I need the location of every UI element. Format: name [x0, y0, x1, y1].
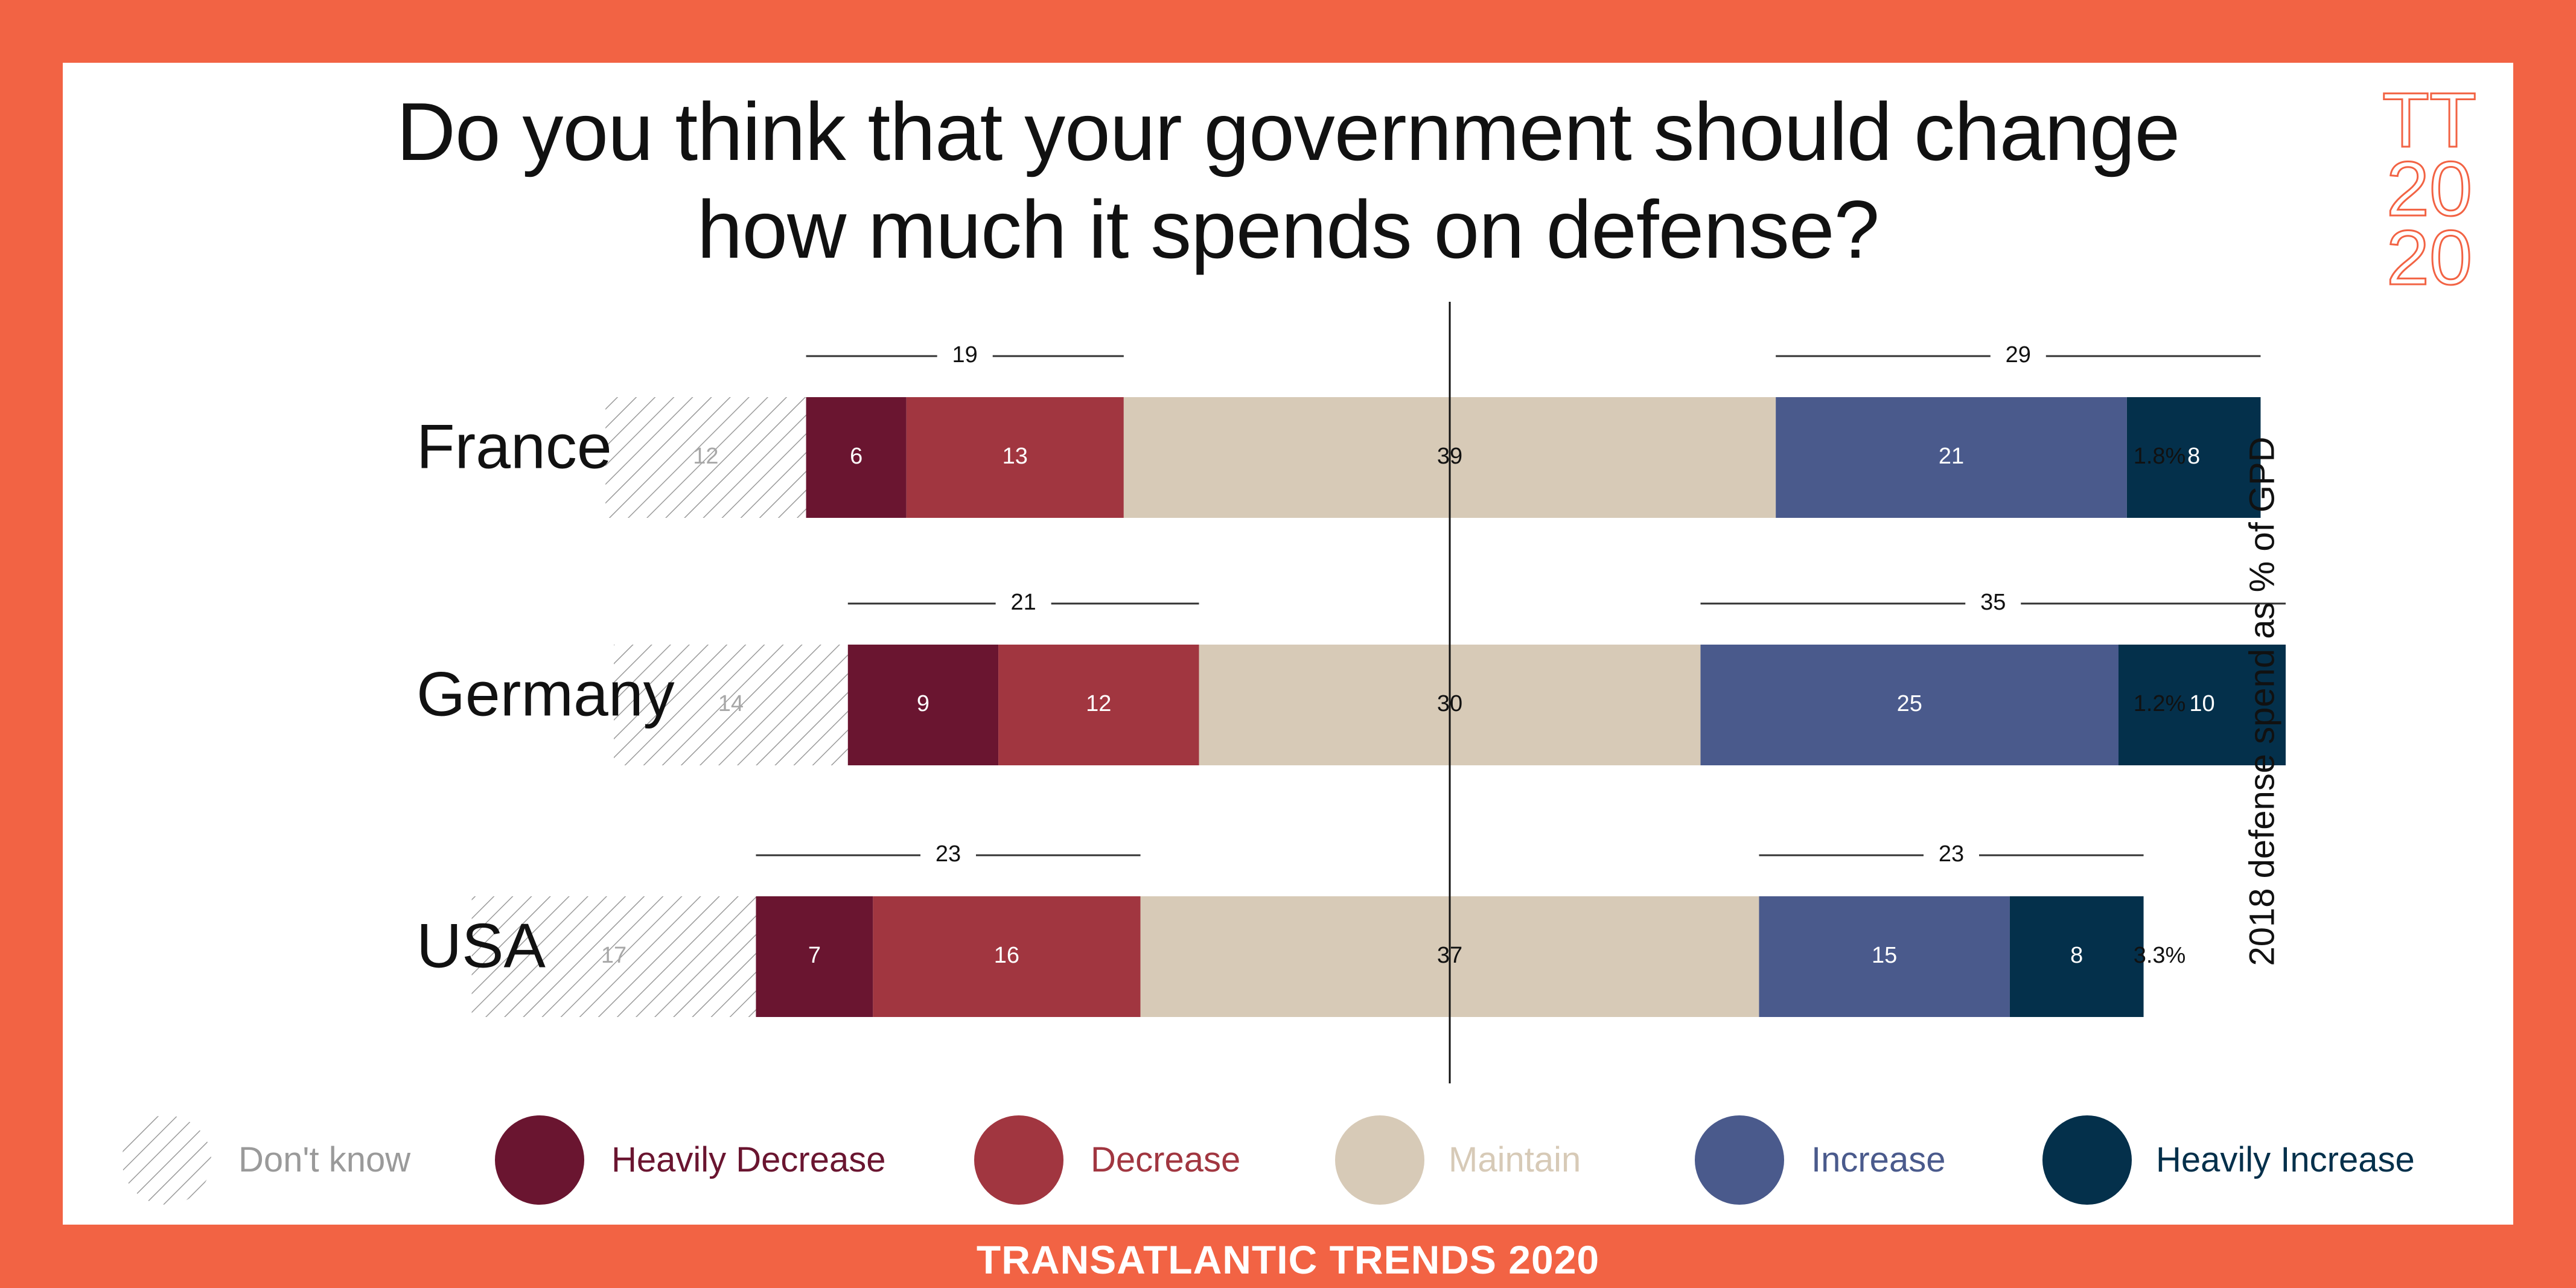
data-label-heavily_increase-usa: 8	[2070, 943, 2083, 968]
legend-swatch-circle	[1695, 1115, 1784, 1205]
data-label-decrease-france: 13	[1003, 444, 1028, 469]
legend-swatch-circle	[1335, 1115, 1424, 1205]
data-label-decrease-usa: 16	[994, 943, 1019, 968]
bar-segment-decrease-usa	[873, 896, 1141, 1017]
chart-title-line-2: how much it spends on defense?	[697, 183, 1879, 275]
bar-segment-increase-usa	[1759, 896, 2010, 1017]
chart-panel	[63, 63, 2513, 1225]
decrease-total-usa: 23	[936, 841, 961, 867]
legend-swatch-maintain	[1335, 1115, 1424, 1205]
chart-title-line-1: Do you think that your government should…	[396, 86, 2180, 177]
data-label-heavily_decrease-germany: 9	[917, 691, 929, 716]
bar-segment-heavily_decrease-usa	[756, 896, 873, 1017]
legend-label-dont-know: Don't know	[238, 1140, 411, 1179]
data-label-heavily_decrease-france: 6	[850, 444, 862, 469]
defense-spend-usa: 3.3%	[2134, 943, 2186, 968]
data-label-dont_know-germany: 14	[718, 691, 744, 716]
data-label-heavily_increase-germany: 10	[2189, 691, 2214, 716]
legend-swatch-circle	[122, 1115, 211, 1205]
decrease-total-france: 19	[952, 342, 978, 368]
bar-segment-heavily_increase-germany	[2119, 645, 2286, 765]
legend-label-heavily-increase: Heavily Increase	[2156, 1140, 2415, 1179]
data-label-increase-france: 21	[1939, 444, 1964, 469]
category-label-france: France	[416, 412, 612, 482]
increase-total-germany: 35	[1980, 590, 2006, 615]
legend-swatch-circle	[495, 1115, 584, 1205]
data-label-heavily_increase-france: 8	[2187, 444, 2200, 469]
legend-label-maintain: Maintain	[1449, 1140, 1581, 1179]
legend-swatch-circle	[2042, 1115, 2132, 1205]
legend-label-decrease: Decrease	[1091, 1140, 1241, 1179]
data-label-increase-usa: 15	[1872, 943, 1897, 968]
logo-line-3: 20	[2385, 215, 2473, 301]
increase-total-usa: 23	[1939, 841, 1964, 867]
bar-segment-dont_know-germany	[614, 645, 848, 765]
bar-segment-increase-germany	[1700, 645, 2119, 765]
data-label-dont_know-usa: 17	[601, 943, 626, 968]
decrease-total-germany: 21	[1011, 590, 1036, 615]
legend-swatch-circle	[974, 1115, 1063, 1205]
data-label-increase-germany: 25	[1897, 691, 1922, 716]
bar-segment-heavily_decrease-germany	[847, 645, 999, 765]
category-label-germany: Germany	[416, 659, 675, 729]
defense-spend-germany: 1.2%	[2134, 691, 2186, 716]
increase-total-france: 29	[2006, 342, 2031, 368]
bar-segment-heavily_increase-usa	[2009, 896, 2144, 1017]
defense-spend-france: 1.8%	[2134, 444, 2186, 469]
legend-swatch-heavily-decrease	[495, 1115, 584, 1205]
right-axis-label: 2018 defense spend as % of GPD	[2242, 436, 2281, 966]
bar-segment-heavily_increase-france	[2126, 397, 2261, 518]
logo-line-2: 20	[2385, 146, 2473, 232]
bar-segment-heavily_decrease-france	[806, 397, 907, 518]
bar-segment-increase-france	[1776, 397, 2127, 518]
bar-segment-dont_know-france	[605, 397, 806, 518]
bar-segment-dont_know-usa	[471, 896, 756, 1017]
bar-segment-decrease-germany	[998, 645, 1199, 765]
legend-swatch-heavily-increase	[2042, 1115, 2132, 1205]
legend-swatch-decrease	[974, 1115, 1063, 1205]
legend-swatch-increase	[1695, 1115, 1784, 1205]
bar-segment-decrease-france	[906, 397, 1124, 518]
legend-swatch-dont-know	[122, 1115, 211, 1205]
data-label-heavily_decrease-usa: 7	[808, 943, 821, 968]
logo-line-1: TT	[2381, 77, 2477, 164]
footer-banner: TRANSATLANTIC TRENDS 2020	[976, 1237, 1600, 1282]
data-label-decrease-germany: 12	[1086, 691, 1111, 716]
legend-label-heavily-decrease: Heavily Decrease	[611, 1140, 886, 1179]
data-label-dont_know-france: 12	[693, 444, 718, 469]
legend-label-increase: Increase	[1811, 1140, 1946, 1179]
category-label-usa: USA	[416, 911, 546, 981]
